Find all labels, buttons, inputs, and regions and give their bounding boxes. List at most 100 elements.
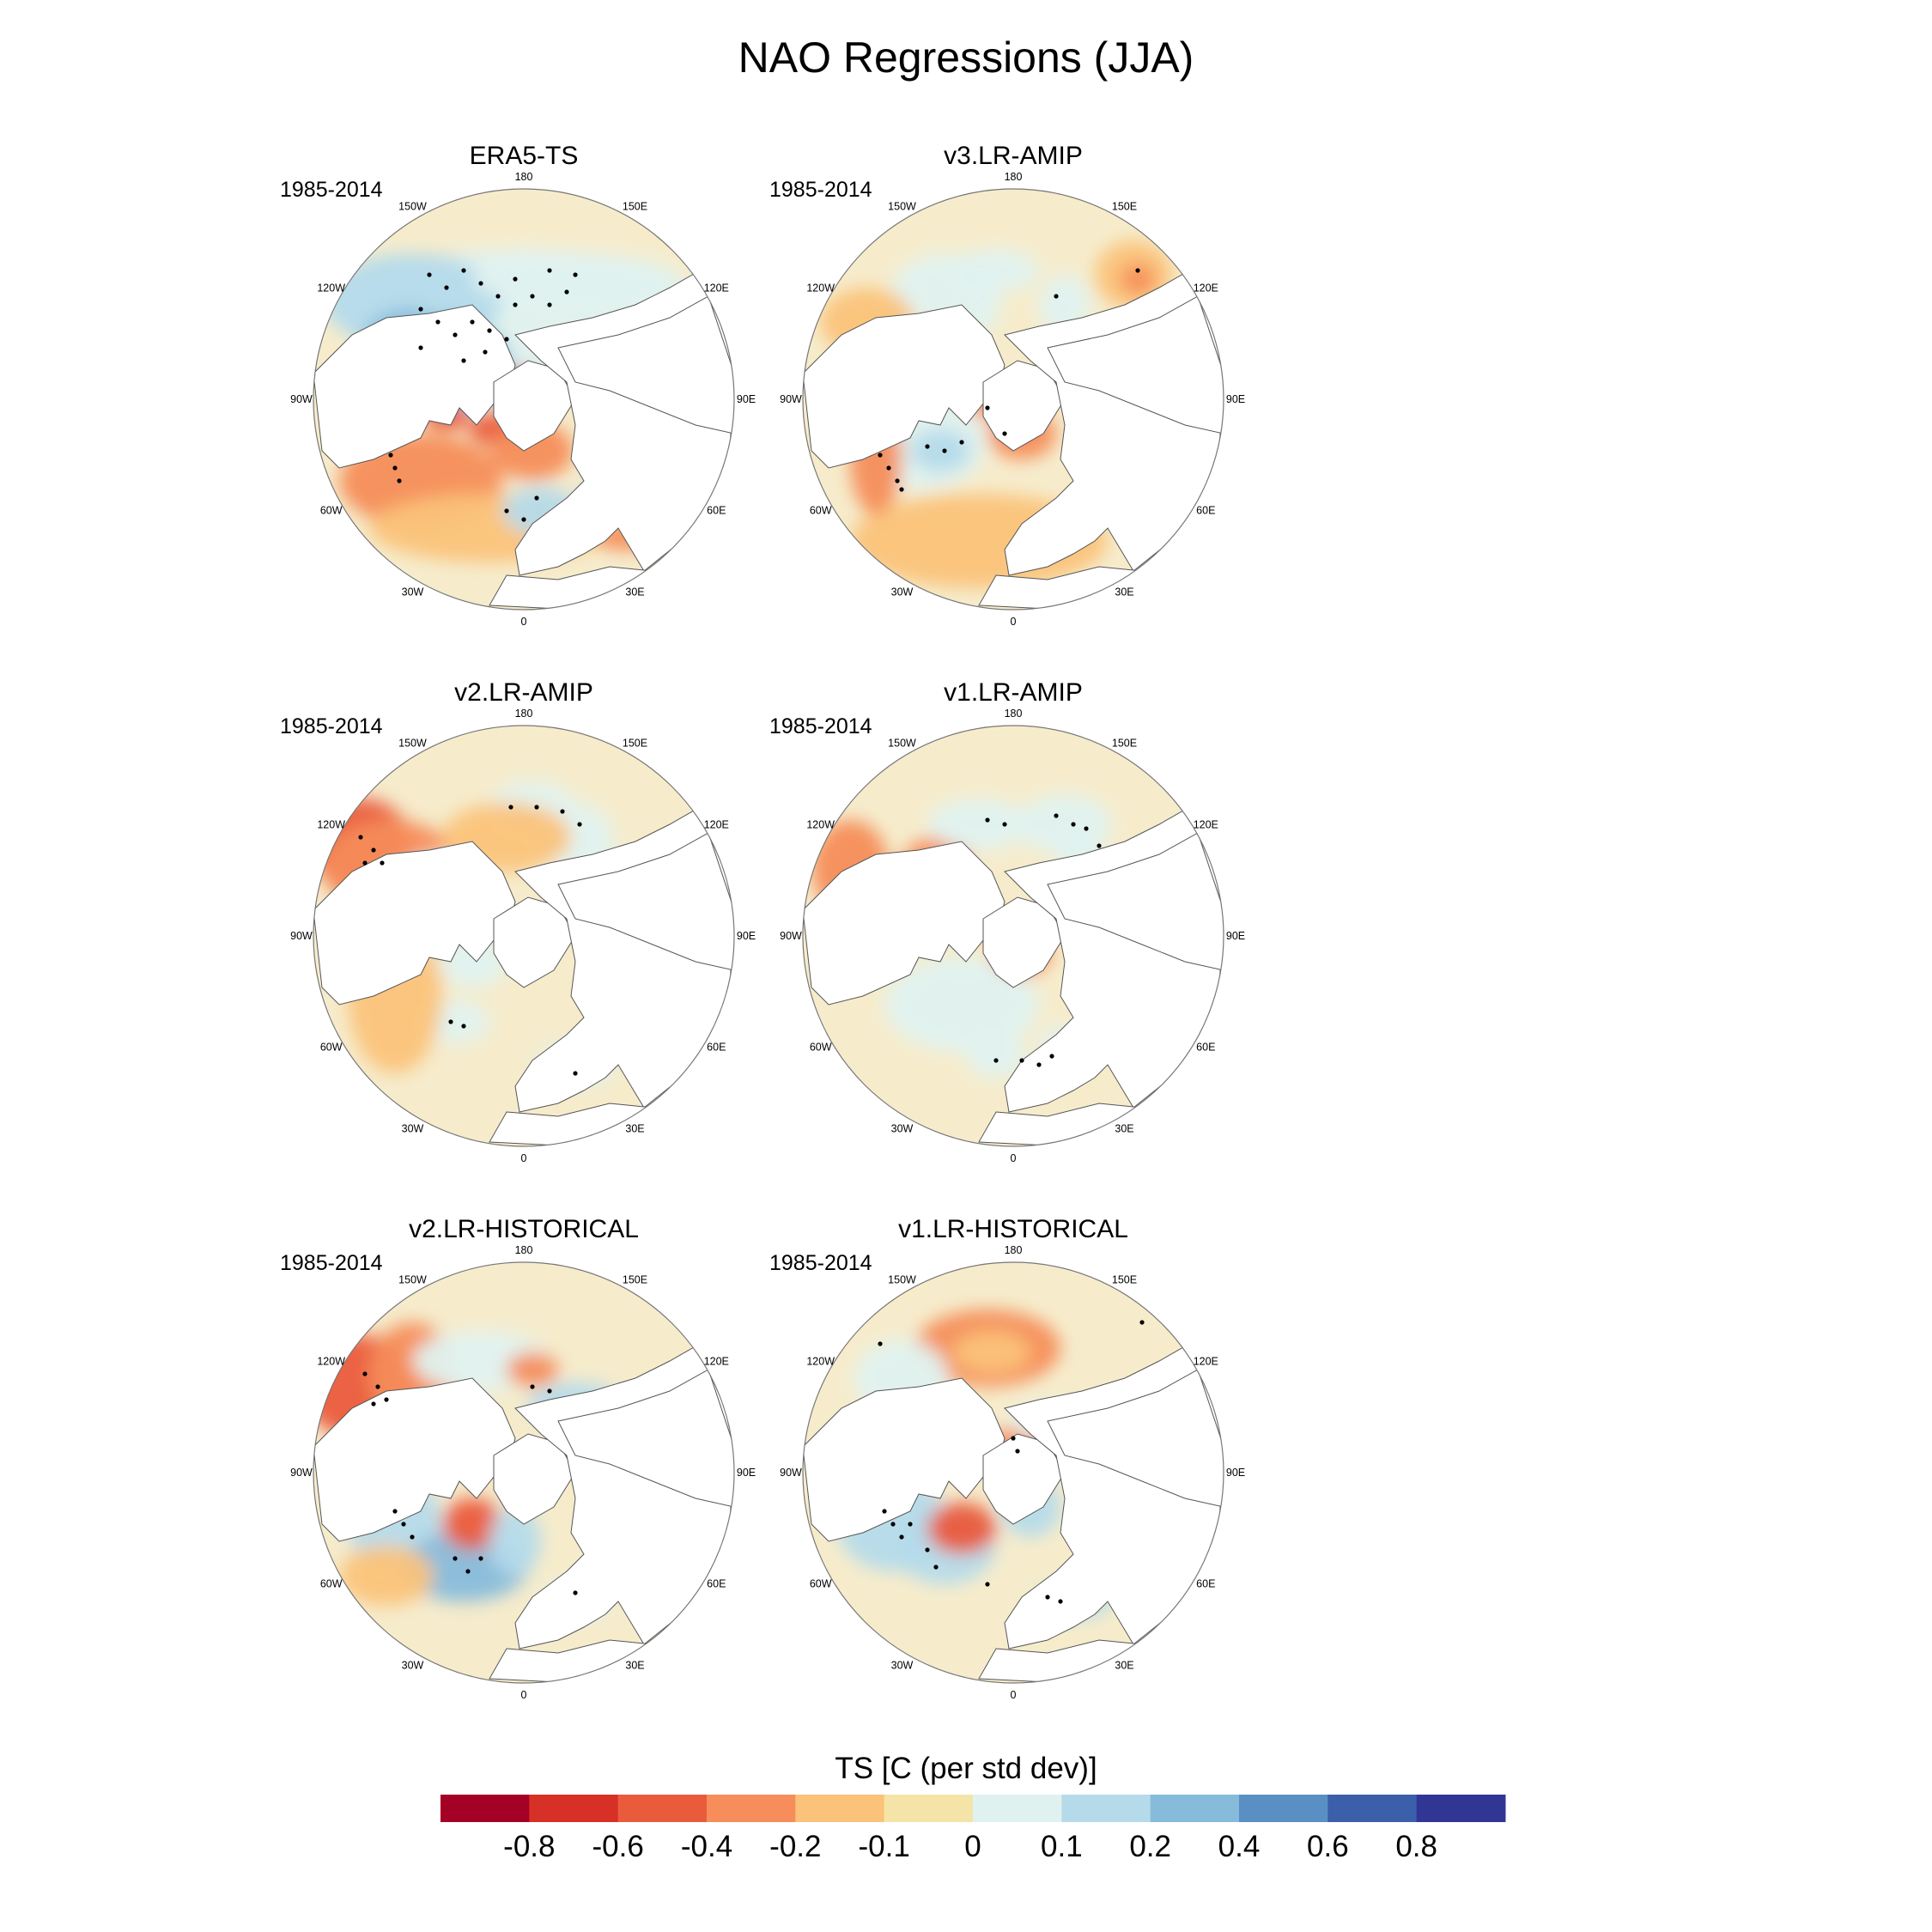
longitude-label: 30W — [891, 1122, 914, 1134]
longitude-label: 0 — [521, 1152, 527, 1164]
longitude-label: 150W — [888, 1274, 916, 1286]
significance-dot — [878, 453, 883, 458]
anomaly-region — [442, 1498, 502, 1550]
map-panel-v3: v3.LR-AMIP 1985-2014 180 150E 120E 90E 60E 30E 0… — [769, 142, 1245, 628]
significance-dot — [375, 1384, 380, 1389]
significance-dot — [547, 302, 552, 307]
panel-title: v2.LR-AMIP — [454, 678, 593, 707]
longitude-label: 120E — [1194, 819, 1218, 831]
colorbar-swatch — [1327, 1795, 1418, 1822]
anomaly-region — [507, 1352, 558, 1387]
significance-dot — [899, 487, 904, 492]
period-label: 1985-2014 — [769, 1251, 872, 1275]
significance-dot — [461, 1024, 466, 1029]
significance-dot — [483, 349, 488, 355]
panel-title: v1.LR-AMIP — [944, 678, 1083, 707]
longitude-label: 120W — [806, 819, 835, 831]
longitude-label: 120E — [704, 283, 729, 295]
longitude-label: 150E — [623, 1274, 647, 1286]
anomaly-region — [927, 1503, 996, 1554]
significance-dot — [1058, 1599, 1063, 1604]
land-mask — [493, 360, 576, 452]
significance-dot — [495, 294, 501, 299]
significance-dot — [513, 302, 518, 307]
longitude-label: 90W — [290, 393, 313, 405]
significance-dot — [1071, 822, 1076, 827]
significance-dot — [453, 1556, 458, 1561]
significance-dot — [1049, 1054, 1054, 1059]
significance-dot — [1036, 1062, 1042, 1067]
period-label: 1985-2014 — [280, 1251, 383, 1275]
significance-dot — [530, 1384, 535, 1389]
longitude-label: 0 — [521, 616, 527, 628]
colorbar-tick-label: 0.8 — [1395, 1830, 1437, 1863]
figure-title: NAO Regressions (JJA) — [738, 33, 1194, 82]
anomaly-region — [927, 799, 1030, 850]
colorbar-tick-label: 0.1 — [1041, 1830, 1083, 1863]
polar-map: 180 150E 120E 90E 60E 30E 0 30W 60W 90W 120W 150W — [780, 171, 1245, 628]
longitude-label: 60W — [320, 1578, 343, 1590]
longitude-label: 60E — [1196, 1042, 1215, 1054]
map-panel-v2amip: v2.LR-AMIP 1985-2014 180 150E 120E 90E 60E 30E 0… — [280, 678, 756, 1164]
colorbar-swatch — [529, 1795, 619, 1822]
significance-dot — [985, 817, 990, 823]
significance-dot — [1002, 822, 1007, 827]
land-mask — [803, 1377, 1005, 1542]
significance-dot — [392, 1509, 398, 1514]
significance-dot — [895, 478, 900, 483]
colorbar-swatch — [617, 1795, 708, 1822]
longitude-label: 90W — [780, 1467, 802, 1479]
longitude-label: 150W — [888, 201, 916, 213]
longitude-label: 0 — [521, 1689, 527, 1701]
significance-dot — [899, 1534, 904, 1540]
colorbar-tick-label: -0.6 — [592, 1830, 644, 1863]
colorbar-tick-label: -0.1 — [859, 1830, 910, 1863]
significance-dot — [564, 289, 569, 295]
panel-title: v1.LR-HISTORICAL — [898, 1215, 1128, 1243]
longitude-label: 150E — [623, 201, 647, 213]
map-panel-v2hist: v2.LR-HISTORICAL 1985-2014 180 150E 120E 90E 6… — [280, 1215, 756, 1701]
longitude-label: 120E — [704, 819, 729, 831]
longitude-label: 30E — [625, 586, 644, 598]
longitude-label: 60E — [707, 1042, 726, 1054]
significance-dot — [985, 405, 990, 410]
map-panel-v1hist: v1.LR-HISTORICAL 1985-2014 180 150E 120E 90E 6… — [769, 1215, 1245, 1701]
significance-dot — [1097, 843, 1102, 848]
significance-dot — [358, 835, 363, 840]
significance-dot — [444, 285, 449, 290]
significance-dot — [908, 1522, 913, 1527]
significance-dot — [380, 860, 385, 866]
colorbar-swatch — [884, 1795, 974, 1822]
anomaly-region — [1121, 264, 1155, 295]
longitude-label: 90E — [737, 393, 756, 405]
significance-dot — [362, 1371, 368, 1376]
significance-dot — [427, 272, 432, 277]
anomaly-region — [910, 429, 970, 472]
land-mask — [557, 295, 734, 434]
significance-dot — [890, 1522, 896, 1527]
significance-dot — [534, 805, 539, 810]
anomaly-region — [953, 249, 1039, 292]
longitude-label: 120W — [806, 1356, 835, 1368]
significance-dot — [933, 1564, 939, 1570]
significance-dot — [435, 319, 440, 325]
longitude-label: 120E — [1194, 283, 1218, 295]
significance-dot — [993, 1058, 999, 1063]
significance-dot — [397, 478, 402, 483]
land-mask — [493, 1433, 576, 1525]
longitude-label: 30E — [1115, 1659, 1133, 1671]
significance-dot — [925, 444, 930, 449]
significance-dot — [418, 345, 423, 350]
longitude-label: 120W — [317, 283, 345, 295]
longitude-label: 30E — [1115, 586, 1133, 598]
map-boundary — [313, 1261, 735, 1684]
longitude-label: 90E — [1226, 393, 1245, 405]
significance-dot — [453, 332, 458, 337]
longitude-label: 90W — [780, 930, 802, 942]
land-mask — [982, 896, 1066, 988]
longitude-label: 90E — [1226, 1467, 1245, 1479]
anomaly-region — [884, 957, 1039, 1052]
land-mask — [982, 360, 1066, 452]
longitude-label: 150W — [398, 738, 427, 750]
significance-dot — [1011, 1436, 1016, 1441]
